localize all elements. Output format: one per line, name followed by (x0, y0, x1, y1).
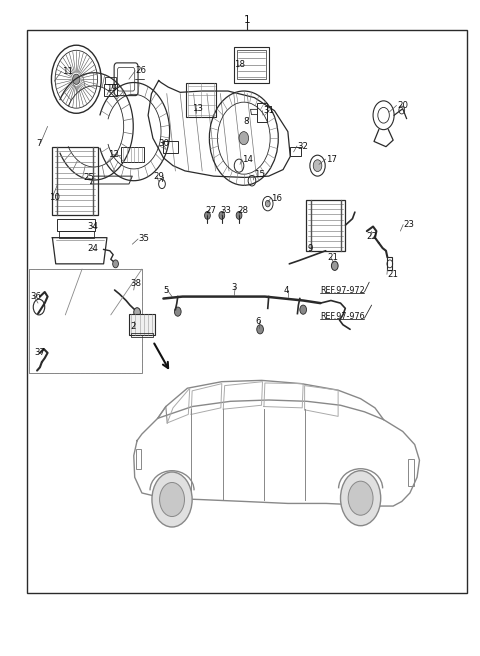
Text: 15: 15 (254, 171, 265, 179)
Text: 17: 17 (326, 155, 337, 163)
Text: 21: 21 (387, 270, 398, 279)
Text: 32: 32 (298, 142, 309, 150)
Bar (104, 84, 117, 96)
Text: 4: 4 (284, 285, 289, 295)
Text: 30: 30 (158, 139, 169, 148)
Bar (136, 449, 142, 469)
Text: 29: 29 (153, 172, 164, 180)
Circle shape (113, 260, 119, 268)
Bar (29, 269, 142, 373)
Text: 34: 34 (88, 222, 99, 231)
Bar (131, 333, 154, 337)
Bar (387, 257, 392, 270)
Text: 9: 9 (308, 243, 313, 253)
Circle shape (159, 483, 184, 516)
Text: 27: 27 (205, 206, 216, 215)
Circle shape (300, 305, 307, 314)
Text: 31: 31 (263, 106, 274, 115)
Circle shape (331, 261, 338, 270)
Bar (121, 148, 144, 162)
Bar (234, 47, 269, 83)
Text: 11: 11 (62, 67, 73, 76)
Circle shape (174, 307, 181, 316)
Bar (105, 77, 116, 84)
Text: 35: 35 (139, 234, 150, 243)
Circle shape (152, 472, 192, 527)
Text: 8: 8 (244, 117, 249, 126)
Bar (59, 231, 94, 237)
Circle shape (239, 132, 249, 145)
Bar (29, 269, 142, 373)
Bar (129, 314, 156, 335)
Text: 28: 28 (238, 206, 249, 215)
Bar (27, 30, 468, 593)
Circle shape (204, 211, 210, 219)
Bar (408, 459, 414, 486)
Bar (257, 104, 267, 122)
Circle shape (313, 160, 322, 172)
Text: 21: 21 (327, 253, 338, 262)
Text: 20: 20 (397, 101, 408, 110)
Bar (290, 147, 301, 157)
Circle shape (134, 308, 141, 317)
Bar (163, 141, 178, 153)
Circle shape (265, 200, 270, 207)
Circle shape (219, 211, 225, 219)
Text: 13: 13 (192, 104, 203, 113)
Text: 22: 22 (367, 232, 378, 241)
Text: 3: 3 (231, 283, 237, 292)
Text: 14: 14 (242, 155, 253, 163)
Text: 6: 6 (255, 317, 261, 326)
Text: 36: 36 (30, 292, 41, 301)
Text: 1: 1 (244, 14, 251, 25)
Text: REF.97-972: REF.97-972 (321, 285, 365, 295)
Text: 19: 19 (106, 84, 117, 93)
Bar (52, 147, 98, 215)
Text: 10: 10 (48, 193, 60, 201)
Circle shape (340, 471, 381, 525)
Text: 5: 5 (163, 285, 169, 295)
Circle shape (72, 74, 80, 85)
Bar (237, 50, 266, 79)
Text: 16: 16 (271, 194, 282, 203)
Text: 37: 37 (34, 348, 45, 358)
Text: 24: 24 (88, 243, 99, 253)
Text: REF.97-976: REF.97-976 (321, 312, 365, 321)
Circle shape (257, 325, 264, 334)
Text: 7: 7 (36, 139, 42, 148)
Text: 12: 12 (108, 150, 120, 159)
Text: 18: 18 (234, 60, 245, 70)
Text: 26: 26 (136, 66, 147, 75)
Text: 38: 38 (131, 279, 142, 288)
Bar (306, 199, 345, 251)
Text: 23: 23 (404, 220, 415, 229)
Text: 25: 25 (83, 173, 94, 182)
Bar (57, 219, 96, 231)
Circle shape (348, 482, 373, 515)
Circle shape (236, 211, 242, 219)
Text: 33: 33 (220, 206, 231, 215)
Bar (186, 83, 216, 117)
Text: 2: 2 (130, 322, 135, 331)
